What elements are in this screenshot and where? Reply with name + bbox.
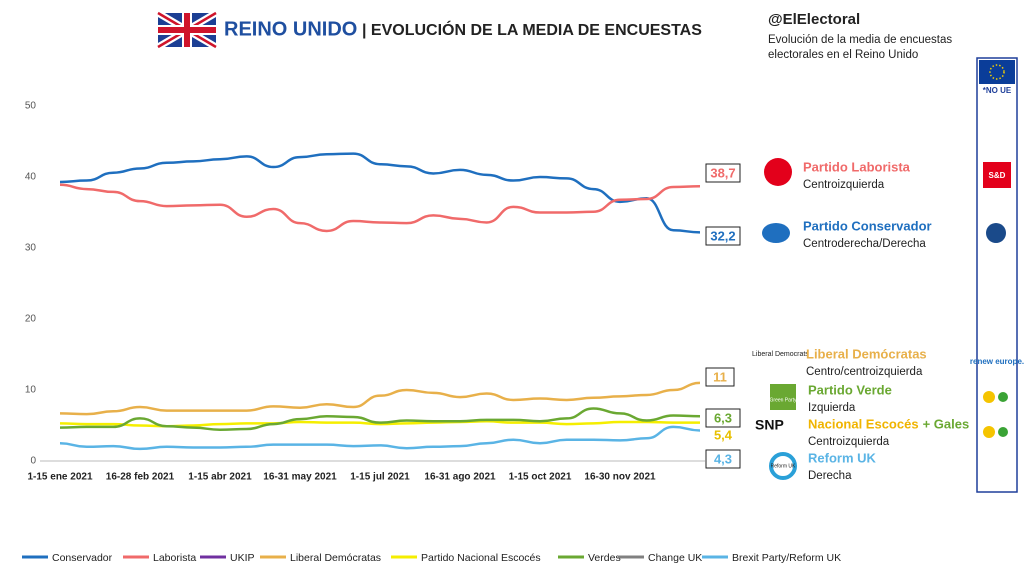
eu-sidebar xyxy=(976,57,1018,493)
x-tick-label: 16-31 ago 2021 xyxy=(424,472,496,483)
logo-text: Reform UK xyxy=(771,463,796,469)
series-line xyxy=(59,381,701,416)
series-line xyxy=(59,425,701,451)
x-tick-label: 16-31 may 2021 xyxy=(263,472,337,483)
x-tick-label: 1-15 oct 2021 xyxy=(509,472,572,483)
party-name: Liberal Demócratas xyxy=(806,346,927,361)
eu-group: S&D xyxy=(989,171,1006,180)
party-subtitle: Centroizquierda xyxy=(803,179,885,191)
party-subtitle: Centro/centroizquierda xyxy=(806,366,923,378)
legend-label: Verdes xyxy=(588,552,621,564)
label-box xyxy=(705,163,741,183)
eu-group: *NO UE xyxy=(983,86,1012,95)
value-label: 38,7 xyxy=(710,165,735,180)
x-tick-label: 1-15 jul 2021 xyxy=(350,472,410,483)
party-name: Reform UK xyxy=(808,450,877,465)
party-name-extra: + Gales xyxy=(923,416,970,431)
source: @ElElectoral xyxy=(768,11,860,28)
x-tick-label: 16-30 nov 2021 xyxy=(584,472,656,483)
party-subtitle: Centroderecha/Derecha xyxy=(803,238,926,250)
logo-text: Liberal Democrats xyxy=(752,351,809,358)
legend-label: UKIP xyxy=(230,552,255,564)
legend-label: Liberal Demócratas xyxy=(290,552,381,564)
eu-group: renew europe. xyxy=(970,357,1024,366)
y-tick-label: 40 xyxy=(25,172,37,183)
logo-text: SNP xyxy=(755,417,784,433)
value-label: 32,2 xyxy=(710,228,735,243)
legend-label: Change UK xyxy=(648,552,702,564)
uk-flag xyxy=(156,9,218,51)
description: electorales en el Reino Unido xyxy=(768,49,918,61)
value-label: 11 xyxy=(713,369,727,384)
legend-label: Conservador xyxy=(52,552,113,564)
legend-label: Brexit Party/Reform UK xyxy=(732,552,841,564)
x-tick-label: 1-15 ene 2021 xyxy=(27,472,92,483)
party-name: Nacional Escocés xyxy=(808,416,919,431)
y-tick-label: 0 xyxy=(30,456,36,467)
series-line xyxy=(59,183,701,233)
party-name: Partido Laborista xyxy=(803,159,911,174)
y-tick-label: 10 xyxy=(25,385,37,396)
party-name: Partido Conservador xyxy=(803,218,932,233)
label-box xyxy=(705,408,741,428)
label-box xyxy=(705,449,741,469)
subtitle: | EVOLUCIÓN DE LA MEDIA DE ENCUESTAS xyxy=(362,20,702,39)
label-box xyxy=(705,367,735,387)
y-tick-label: 50 xyxy=(25,101,37,112)
legend-label: Laborista xyxy=(153,552,196,564)
y-tick-label: 30 xyxy=(25,243,37,254)
label-box xyxy=(705,226,741,246)
value-label: 5,4 xyxy=(714,427,733,442)
party-subtitle: Derecha xyxy=(808,470,852,482)
legend-label: Partido Nacional Escocés xyxy=(421,552,541,564)
title: REINO UNIDO xyxy=(224,18,357,40)
party-name: Partido Verde xyxy=(808,382,892,397)
logo-text: Green Party xyxy=(770,397,797,403)
series-line xyxy=(59,152,701,234)
x-tick-label: 1-15 abr 2021 xyxy=(188,472,252,483)
series-line xyxy=(59,407,701,432)
description: Evolución de la media de encuestas xyxy=(768,34,952,46)
y-tick-label: 20 xyxy=(25,314,37,325)
party-subtitle: Centroizquierda xyxy=(808,436,890,448)
party-subtitle: Izquierda xyxy=(808,402,856,414)
x-tick-label: 16-28 feb 2021 xyxy=(106,472,175,483)
value-label: 4,3 xyxy=(714,451,732,466)
party-logos xyxy=(762,158,797,480)
value-label: 6,3 xyxy=(714,410,732,425)
